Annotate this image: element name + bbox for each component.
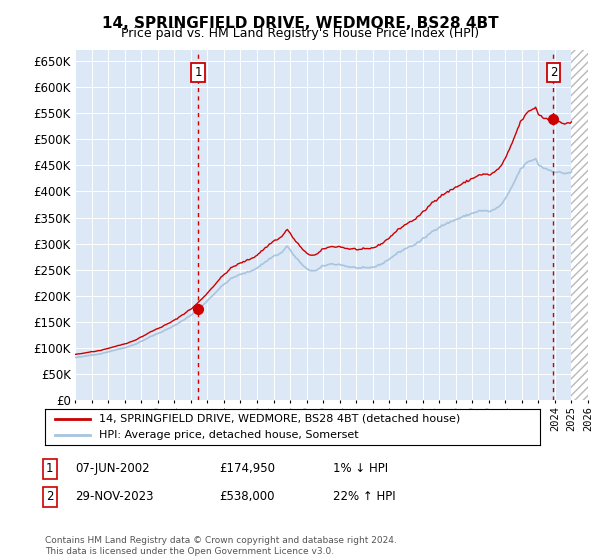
Text: Price paid vs. HM Land Registry's House Price Index (HPI): Price paid vs. HM Land Registry's House …: [121, 27, 479, 40]
Text: 14, SPRINGFIELD DRIVE, WEDMORE, BS28 4BT: 14, SPRINGFIELD DRIVE, WEDMORE, BS28 4BT: [101, 16, 499, 31]
Text: £174,950: £174,950: [219, 462, 275, 475]
Text: Contains HM Land Registry data © Crown copyright and database right 2024.
This d: Contains HM Land Registry data © Crown c…: [45, 536, 397, 556]
Text: 1: 1: [194, 66, 202, 79]
Text: 14, SPRINGFIELD DRIVE, WEDMORE, BS28 4BT (detached house): 14, SPRINGFIELD DRIVE, WEDMORE, BS28 4BT…: [100, 414, 461, 424]
Text: 07-JUN-2002: 07-JUN-2002: [75, 462, 149, 475]
Text: 2: 2: [550, 66, 557, 79]
Text: HPI: Average price, detached house, Somerset: HPI: Average price, detached house, Some…: [100, 430, 359, 440]
Text: 2: 2: [46, 490, 53, 503]
Text: 1% ↓ HPI: 1% ↓ HPI: [333, 462, 388, 475]
Bar: [571, 50, 588, 400]
Text: £538,000: £538,000: [219, 490, 275, 503]
Text: 1: 1: [46, 462, 53, 475]
Text: 22% ↑ HPI: 22% ↑ HPI: [333, 490, 395, 503]
Text: 29-NOV-2023: 29-NOV-2023: [75, 490, 154, 503]
